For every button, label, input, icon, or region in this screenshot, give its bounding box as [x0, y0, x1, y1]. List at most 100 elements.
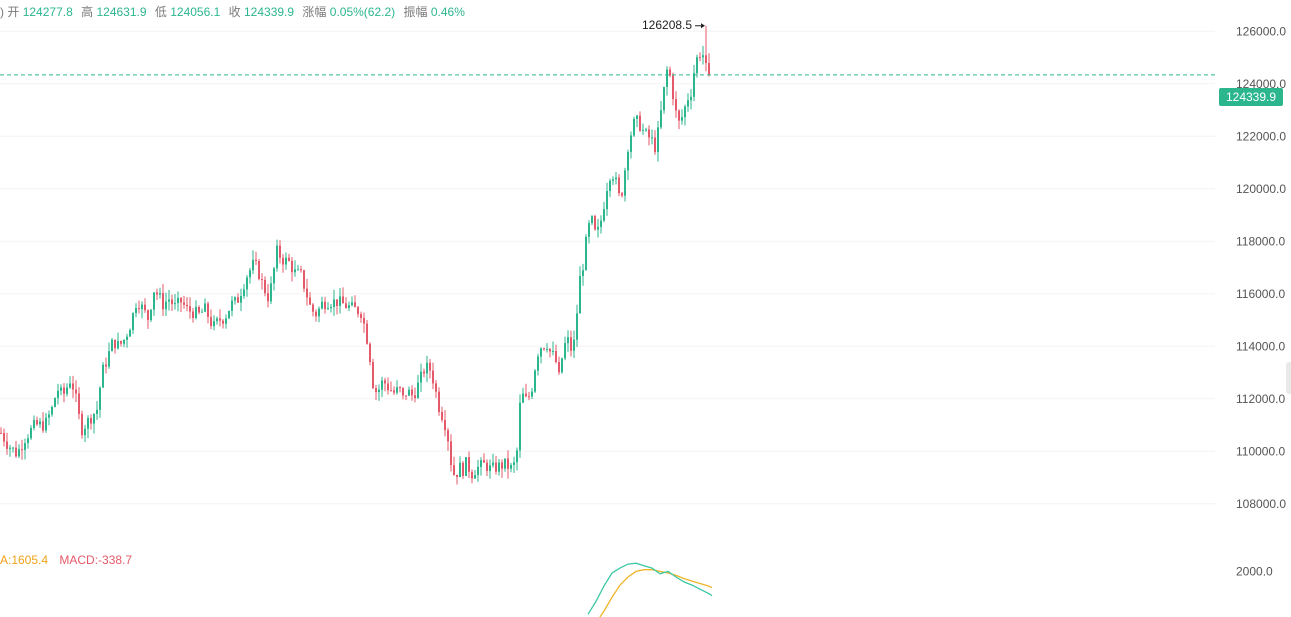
candle-body — [189, 306, 191, 312]
price-axis-tick: 124000.0 — [1236, 77, 1286, 91]
candle-body — [18, 449, 20, 457]
candle-body — [483, 460, 485, 463]
candle-body — [318, 308, 320, 317]
low-label: 低 — [154, 5, 167, 19]
candle-body — [324, 301, 326, 310]
candle-body — [576, 313, 578, 340]
candle-body — [402, 387, 404, 396]
max-price-label: 126208.5 — [642, 18, 692, 32]
price-axis-tick: 116000.0 — [1236, 287, 1285, 301]
candle-body — [294, 269, 296, 273]
candle-body — [186, 304, 188, 307]
candle-body — [609, 180, 611, 191]
candle-body — [504, 458, 506, 469]
candle-body — [180, 297, 182, 303]
candle-body — [447, 430, 449, 442]
candle-body — [69, 383, 71, 388]
candle-body — [693, 73, 695, 97]
candle-body — [678, 110, 680, 121]
candle-body — [405, 395, 407, 397]
candle-body — [81, 413, 83, 436]
change-value: 0.05%(62.2) — [329, 5, 396, 19]
candle-body — [633, 118, 635, 136]
candle-body — [543, 348, 545, 350]
candle-body — [636, 115, 638, 119]
candle-body — [108, 351, 110, 367]
ohlc-info-bar: ) 开 124277.8 高 124631.9 低 124056.1 收 124… — [0, 4, 470, 20]
candle-body — [480, 460, 482, 467]
candle-body — [258, 260, 260, 280]
candle-body — [153, 292, 155, 310]
candle-body — [450, 441, 452, 466]
candle-body — [681, 117, 683, 121]
candle-body — [648, 129, 650, 138]
candle-body — [408, 389, 410, 396]
candle-body — [462, 462, 464, 476]
candle-body — [621, 193, 623, 196]
candle-body — [6, 441, 8, 449]
candle-body — [372, 362, 374, 389]
axis-resize-handle[interactable] — [1286, 362, 1291, 394]
candle-body — [306, 288, 308, 298]
candle-body — [558, 361, 560, 373]
candle-body — [666, 69, 668, 87]
candle-body — [555, 350, 557, 362]
candle-body — [672, 75, 674, 99]
candle-body — [465, 457, 467, 476]
candle-body — [87, 417, 89, 429]
candle-body — [30, 427, 32, 439]
candle-body — [615, 177, 617, 180]
candle-body — [444, 419, 446, 431]
candle-body — [414, 395, 416, 399]
candle-body — [471, 471, 473, 479]
candle-body — [393, 390, 395, 393]
change-label: 涨幅 — [302, 5, 327, 19]
candle-body — [366, 323, 368, 344]
candle-body — [549, 348, 551, 352]
open-label: 开 — [7, 5, 20, 19]
candle-body — [66, 387, 68, 394]
candle-body — [282, 257, 284, 265]
amplitude-label: 振幅 — [403, 5, 428, 19]
candle-body — [699, 57, 701, 59]
price-axis-tick: 120000.0 — [1236, 182, 1286, 196]
candle-body — [546, 348, 548, 350]
candle-body — [411, 389, 413, 396]
candle-body — [48, 414, 50, 418]
candle-body — [378, 389, 380, 393]
price-axis-tick: 126000.0 — [1236, 24, 1286, 38]
candle-body — [537, 356, 539, 371]
open-value: 124277.8 — [22, 5, 73, 19]
candle-body — [174, 303, 176, 305]
candle-body — [381, 380, 383, 390]
candle-body — [102, 364, 104, 388]
candle-body — [210, 316, 212, 327]
price-axis-tick: 112000.0 — [1236, 392, 1285, 406]
candle-body — [99, 387, 101, 410]
candle-body — [228, 310, 230, 319]
candle-body — [396, 387, 398, 393]
candle-body — [126, 336, 128, 340]
candle-body — [39, 421, 41, 425]
candle-body — [495, 462, 497, 472]
candle-body — [519, 402, 521, 451]
candle-body — [330, 307, 332, 309]
candle-body — [441, 411, 443, 420]
candle-body — [669, 69, 671, 76]
candle-body — [129, 330, 131, 337]
candle-body — [93, 413, 95, 424]
candle-body — [276, 245, 278, 269]
close-label: 收 — [228, 5, 241, 19]
max-arrow-head — [701, 23, 705, 29]
macd-axis-tick: 2000.0 — [1236, 564, 1273, 578]
candle-body — [561, 358, 563, 373]
candle-body — [138, 308, 140, 310]
candle-body — [552, 350, 554, 352]
candle-body — [585, 236, 587, 271]
candle-body — [144, 304, 146, 311]
candle-body — [600, 220, 602, 227]
candle-body — [231, 300, 233, 311]
candle-body — [111, 339, 113, 352]
candle-body — [474, 474, 476, 479]
